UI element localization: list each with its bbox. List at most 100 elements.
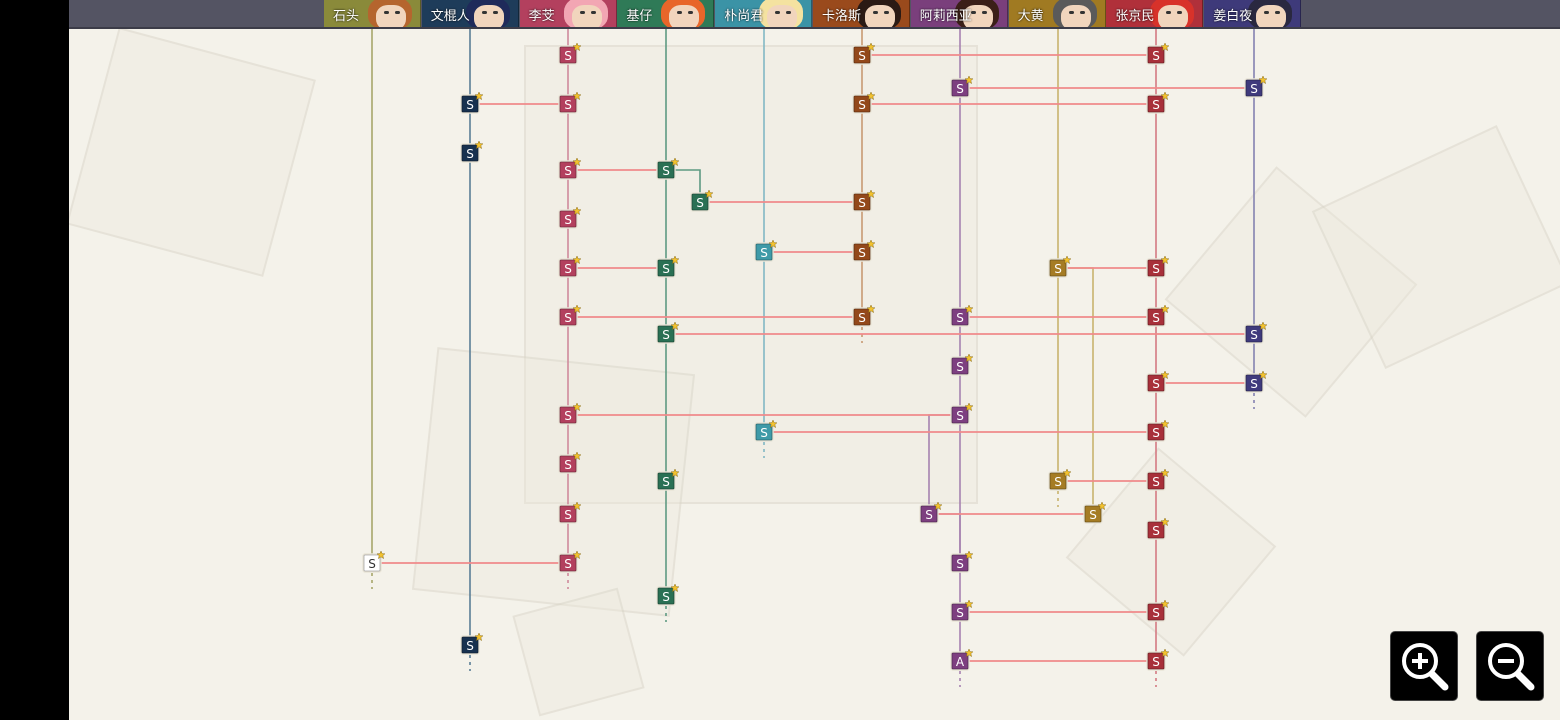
story-node[interactable]: S <box>950 75 974 98</box>
story-node[interactable]: S <box>460 632 484 655</box>
story-node[interactable]: S <box>460 140 484 163</box>
star-icon <box>933 501 943 511</box>
zoom-in-button[interactable] <box>1391 632 1457 700</box>
node-box <box>558 45 578 65</box>
story-node[interactable]: S <box>656 321 680 344</box>
node-border <box>1147 374 1165 392</box>
story-node[interactable]: S <box>460 91 484 114</box>
story-node[interactable]: S <box>754 419 778 442</box>
story-node[interactable]: S <box>1146 419 1170 442</box>
story-node[interactable]: S <box>558 402 582 425</box>
story-node[interactable]: S <box>558 304 582 327</box>
story-node[interactable]: S <box>656 157 680 180</box>
story-node[interactable]: S <box>1048 468 1072 491</box>
node-box <box>852 45 872 65</box>
character-tab-5[interactable]: 朴尚君 <box>715 0 813 27</box>
story-node[interactable]: S <box>1146 304 1170 327</box>
node-box <box>1244 78 1264 98</box>
story-node[interactable]: S <box>558 42 582 65</box>
story-node[interactable]: S <box>950 599 974 622</box>
character-tab-9[interactable]: 张京民 <box>1106 0 1204 27</box>
node-grade-label: S <box>1152 262 1160 276</box>
story-node[interactable]: S <box>558 206 582 229</box>
node-box <box>656 324 676 344</box>
story-node[interactable]: S <box>656 583 680 606</box>
node-box <box>754 242 774 262</box>
story-node[interactable]: S <box>852 239 876 262</box>
character-tab-10[interactable]: 姜白夜 <box>1204 0 1302 27</box>
story-node[interactable]: S <box>950 304 974 327</box>
story-node[interactable]: S <box>558 451 582 474</box>
node-grade-label: S <box>564 458 572 472</box>
node-grade-label: S <box>1250 328 1258 342</box>
story-node[interactable]: S <box>852 189 876 212</box>
story-node[interactable]: S <box>754 239 778 262</box>
story-node[interactable]: A <box>950 648 974 671</box>
character-tab-4[interactable]: 基仔 <box>617 0 715 27</box>
story-node[interactable]: S <box>690 189 714 212</box>
story-node[interactable]: S <box>362 550 386 573</box>
story-node[interactable]: S <box>1244 75 1268 98</box>
story-node[interactable]: S <box>558 91 582 114</box>
star-icon <box>1160 468 1170 478</box>
node-box <box>690 192 710 212</box>
story-node[interactable]: S <box>1146 648 1170 671</box>
node-box <box>656 471 676 491</box>
story-node[interactable]: S <box>950 550 974 573</box>
story-node[interactable]: S <box>950 402 974 425</box>
story-node[interactable]: S <box>1146 91 1170 114</box>
story-node[interactable]: S <box>1146 599 1170 622</box>
star-icon <box>866 304 876 314</box>
character-bar: 石头 文棍人 李芠 基仔 朴尚君 卡洛斯 阿莉西亚 大黄 张京民 姜白夜 <box>69 0 1560 29</box>
node-grade-label: S <box>564 508 572 522</box>
portrait-eye <box>688 11 694 14</box>
node-grade-label: S <box>858 196 866 210</box>
story-node[interactable]: S <box>950 353 974 376</box>
story-node[interactable]: S <box>919 501 943 524</box>
story-node[interactable]: S <box>1244 321 1268 344</box>
story-node[interactable]: S <box>1146 42 1170 65</box>
character-tab-2[interactable]: 文棍人 <box>421 0 519 27</box>
story-node[interactable]: S <box>1244 370 1268 393</box>
story-node[interactable]: S <box>558 550 582 573</box>
node-box <box>558 454 578 474</box>
node-box <box>1146 651 1166 671</box>
node-box <box>852 94 872 114</box>
node-border <box>657 259 675 277</box>
story-node[interactable]: S <box>558 501 582 524</box>
character-tab-7[interactable]: 阿莉西亚 <box>910 0 1008 27</box>
character-tab-6[interactable]: 卡洛斯 <box>813 0 910 27</box>
star-icon <box>572 550 582 560</box>
story-node[interactable]: S <box>558 157 582 180</box>
story-node[interactable]: S <box>852 42 876 65</box>
story-node[interactable]: S <box>852 304 876 327</box>
node-box <box>656 586 676 606</box>
node-grade-label: S <box>564 557 572 571</box>
character-tab-8[interactable]: 大黄 <box>1008 0 1106 27</box>
node-grade-label: S <box>662 328 670 342</box>
relationship-map[interactable]: S S S S S S S S S S S S S S S S S S S S S S S S S S S S S S S S S S S S S S S S… <box>69 0 1560 720</box>
star-icon <box>1160 599 1170 609</box>
node-grade-label: S <box>1250 82 1258 96</box>
node-grade-label: S <box>662 262 670 276</box>
story-node[interactable]: S <box>1048 255 1072 278</box>
portrait-face <box>376 5 406 27</box>
story-node[interactable]: S <box>1146 370 1170 393</box>
character-tab-1[interactable]: 石头 <box>324 0 421 27</box>
node-box <box>656 258 676 278</box>
story-node[interactable]: S <box>656 255 680 278</box>
story-node[interactable]: S <box>656 468 680 491</box>
character-tab-3[interactable]: 李芠 <box>519 0 617 27</box>
portrait-face <box>571 5 602 27</box>
star-icon <box>866 42 876 52</box>
node-border <box>1147 259 1165 277</box>
story-node[interactable]: S <box>1146 517 1170 540</box>
story-node[interactable]: S <box>558 255 582 278</box>
story-node[interactable]: S <box>852 91 876 114</box>
zoom-out-button[interactable] <box>1477 632 1543 700</box>
story-node[interactable]: S <box>1146 468 1170 491</box>
node-grade-label: S <box>662 590 670 604</box>
star-icon <box>1160 648 1170 658</box>
story-node[interactable]: S <box>1146 255 1170 278</box>
story-node[interactable]: S <box>1083 501 1107 524</box>
